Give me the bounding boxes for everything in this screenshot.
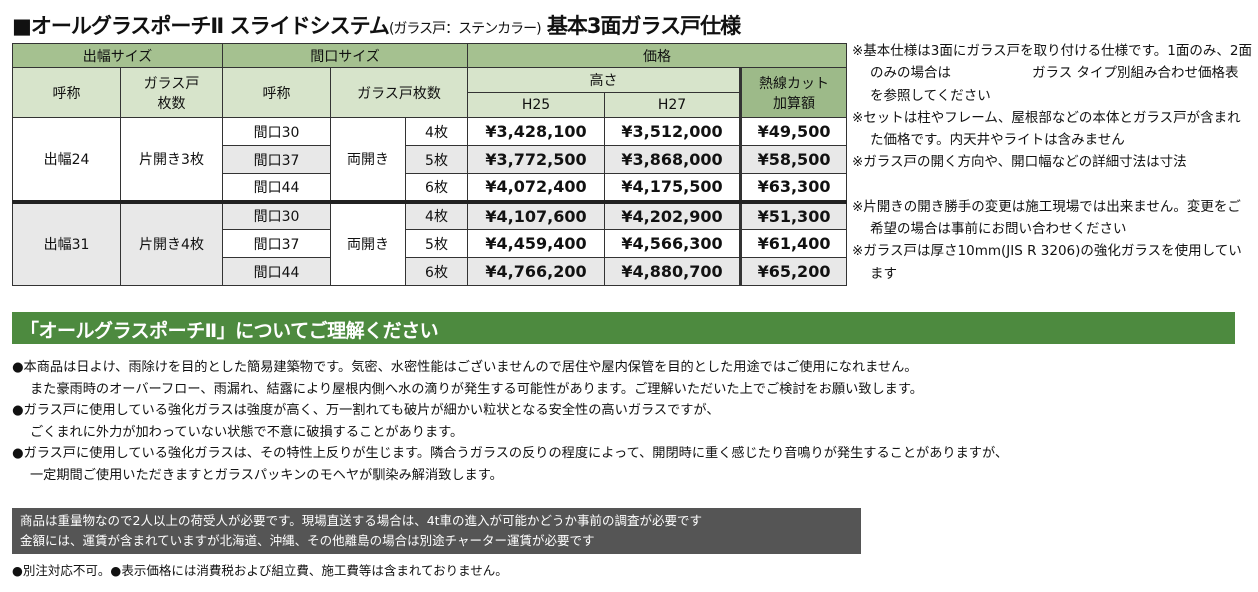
price-heat-cut: ¥65,200 — [738, 257, 848, 286]
price-h25: ¥4,766,200 — [467, 257, 605, 286]
table-row: 間口37 5枚 ¥3,772,500 ¥3,868,000 ¥58,500 — [12, 145, 848, 174]
glass-cell: 片開き4枚 — [120, 199, 223, 286]
side-notes: ※基本仕様は3面にガラス戸を取り付ける仕様です。1面のみ、2面のみの場合は ガラ… — [852, 40, 1252, 285]
frontage-cell: 間口44 — [222, 173, 331, 202]
price-h27: ¥3,868,000 — [604, 145, 741, 174]
footer-note: ●別注対応不可。●表示価格には消費税および組立費、施工費等は含まれておりません。 — [12, 563, 508, 578]
title-sub: (ガラス戸：ステンカラー) — [388, 21, 542, 37]
caution-text: ●本商品は日よけ、雨除けを目的とした簡易建築物です。気密、水密性能はございません… — [12, 357, 1008, 487]
price-h27: ¥4,566,300 — [604, 229, 741, 258]
frontage-cell: 間口30 — [222, 199, 331, 230]
page-title: ■オールグラスポーチⅡ スライドシステム(ガラス戸：ステンカラー) 基本3面ガラ… — [12, 10, 741, 40]
price-h25: ¥3,772,500 — [467, 145, 605, 174]
table-row: 間口44 6枚 ¥4,072,400 ¥4,175,500 ¥63,300 — [13, 173, 848, 202]
header-heat-cut: 熱線カット 加算額 — [738, 67, 848, 118]
table-row: 間口44 6枚 ¥4,766,200 ¥4,880,700 ¥65,200 — [13, 257, 848, 286]
header-price: 価格 — [466, 43, 848, 68]
frontage-cell: 間口37 — [222, 145, 331, 174]
glass-cell: 片開き3枚 — [120, 117, 223, 202]
header-line: 枚数 — [157, 95, 186, 112]
note: ※ガラス戸は厚さ10mm(JIS R 3206)の強化ガラスを使用しています — [852, 243, 1242, 282]
price-h25: ¥4,072,400 — [467, 173, 605, 202]
price-h25: ¥4,107,600 — [467, 199, 605, 230]
count-cell: 5枚 — [405, 229, 468, 258]
count-cell: 5枚 — [405, 145, 468, 174]
header-h27: H27 — [604, 92, 741, 118]
frontage-cell: 間口44 — [222, 257, 331, 286]
title-main: ■オールグラスポーチⅡ スライドシステム — [12, 14, 390, 38]
note: ※片開きの開き勝手の変更は施工現場では出来ません。変更をご希望の場合は事前にお問… — [852, 198, 1241, 238]
header-line: ガラス戸 — [143, 75, 200, 92]
shipping-line: 商品は重量物なので2人以上の荷受人が必要です。現場直送する場合は、4t車の進入が… — [20, 513, 703, 528]
price-h27: ¥4,175,500 — [604, 173, 741, 202]
section-banner: 「オールグラスポーチⅡ」についてご理解ください — [12, 312, 1235, 344]
price-heat-cut: ¥49,500 — [738, 117, 848, 146]
price-heat-cut: ¥58,500 — [738, 145, 848, 174]
frontage-cell: 間口30 — [222, 117, 331, 146]
note: ※セットは柱やフレーム、屋根部などの本体とガラス戸が含まれた価格です。内天井やラ… — [852, 109, 1241, 149]
shipping-line: 金額には、運賃が含まれていますが北海道、沖縄、その他離島の場合は別途チャーター運… — [20, 533, 595, 548]
header-glass-count: ガラス戸 枚数 — [120, 67, 223, 118]
header-line: 加算額 — [773, 95, 816, 112]
depth-cell: 出幅31 — [12, 199, 121, 286]
caution-line: また豪雨時のオーバーフロー、雨漏れ、結露により屋根内側へ水の滴りが発生する可能性… — [30, 381, 923, 397]
shipping-notice: 商品は重量物なので2人以上の荷受人が必要です。現場直送する場合は、4t車の進入が… — [12, 508, 861, 554]
caution-line: ごくまれに外力が加わっていない状態で不意に破損することがあります。 — [30, 424, 464, 440]
opening-cell: 両開き — [330, 199, 406, 286]
price-h25: ¥3,428,100 — [467, 117, 605, 146]
opening-cell: 両開き — [330, 117, 406, 202]
depth-cell: 出幅24 — [12, 117, 121, 202]
header-line: 熱線カット — [759, 75, 830, 92]
frontage-cell: 間口37 — [222, 229, 331, 258]
price-h27: ¥4,202,900 — [604, 199, 741, 230]
caution-line: 一定期間ご使用いただきますとガラスパッキンのモヘヤが馴染み解消致します。 — [30, 467, 503, 483]
caution-line: ●ガラス戸に使用している強化ガラスは、その特性上反りが生じます。隣合うガラスの反… — [12, 446, 1009, 462]
price-table: 出幅サイズ 間口サイズ 価格 呼称 ガラス戸 枚数 呼称 ガラス戸枚数 高さ 熱線… — [12, 43, 848, 286]
header-frontage-size: 間口サイズ — [222, 43, 468, 68]
price-h25: ¥4,459,400 — [467, 229, 605, 258]
count-cell: 6枚 — [405, 173, 468, 202]
table-row: 出幅31 片開き4枚 間口30 両開き 4枚 ¥4,107,600 ¥4,202… — [12, 199, 848, 286]
header-frontage-name: 呼称 — [222, 67, 331, 118]
table-row: 出幅24 片開き3枚 間口30 両開き 4枚 ¥3,428,100 ¥3,512… — [12, 117, 848, 202]
price-h27: ¥3,512,000 — [604, 117, 741, 146]
note: ※基本仕様は3面にガラス戸を取り付ける仕様です。1面のみ、2面のみの場合は ガラ… — [852, 43, 1252, 104]
price-heat-cut: ¥61,400 — [738, 229, 848, 258]
price-h27: ¥4,880,700 — [604, 257, 741, 286]
header-h25: H25 — [467, 92, 605, 118]
header-depth-name: 呼称 — [12, 67, 121, 118]
header-height: 高さ — [467, 67, 741, 93]
count-cell: 4枚 — [405, 117, 468, 146]
count-cell: 6枚 — [405, 257, 468, 286]
caution-line: ●ガラス戸に使用している強化ガラスは強度が高く、万一割れても破片が細かい粒状とな… — [12, 403, 720, 419]
table-row: 間口37 5枚 ¥4,459,400 ¥4,566,300 ¥61,400 — [13, 229, 848, 258]
count-cell: 4枚 — [405, 199, 468, 230]
caution-line: ●本商品は日よけ、雨除けを目的とした簡易建築物です。気密、水密性能はございません… — [12, 360, 918, 375]
header-frontage-glass-count: ガラス戸枚数 — [330, 67, 468, 118]
price-heat-cut: ¥63,300 — [738, 173, 848, 202]
header-depth-size: 出幅サイズ — [12, 43, 223, 68]
title-suffix: 基本3面ガラス戸仕様 — [540, 14, 741, 38]
price-heat-cut: ¥51,300 — [738, 199, 848, 230]
note: ※ガラス戸の開く方向や、開口幅などの詳細寸法は寸法 — [852, 154, 1187, 171]
